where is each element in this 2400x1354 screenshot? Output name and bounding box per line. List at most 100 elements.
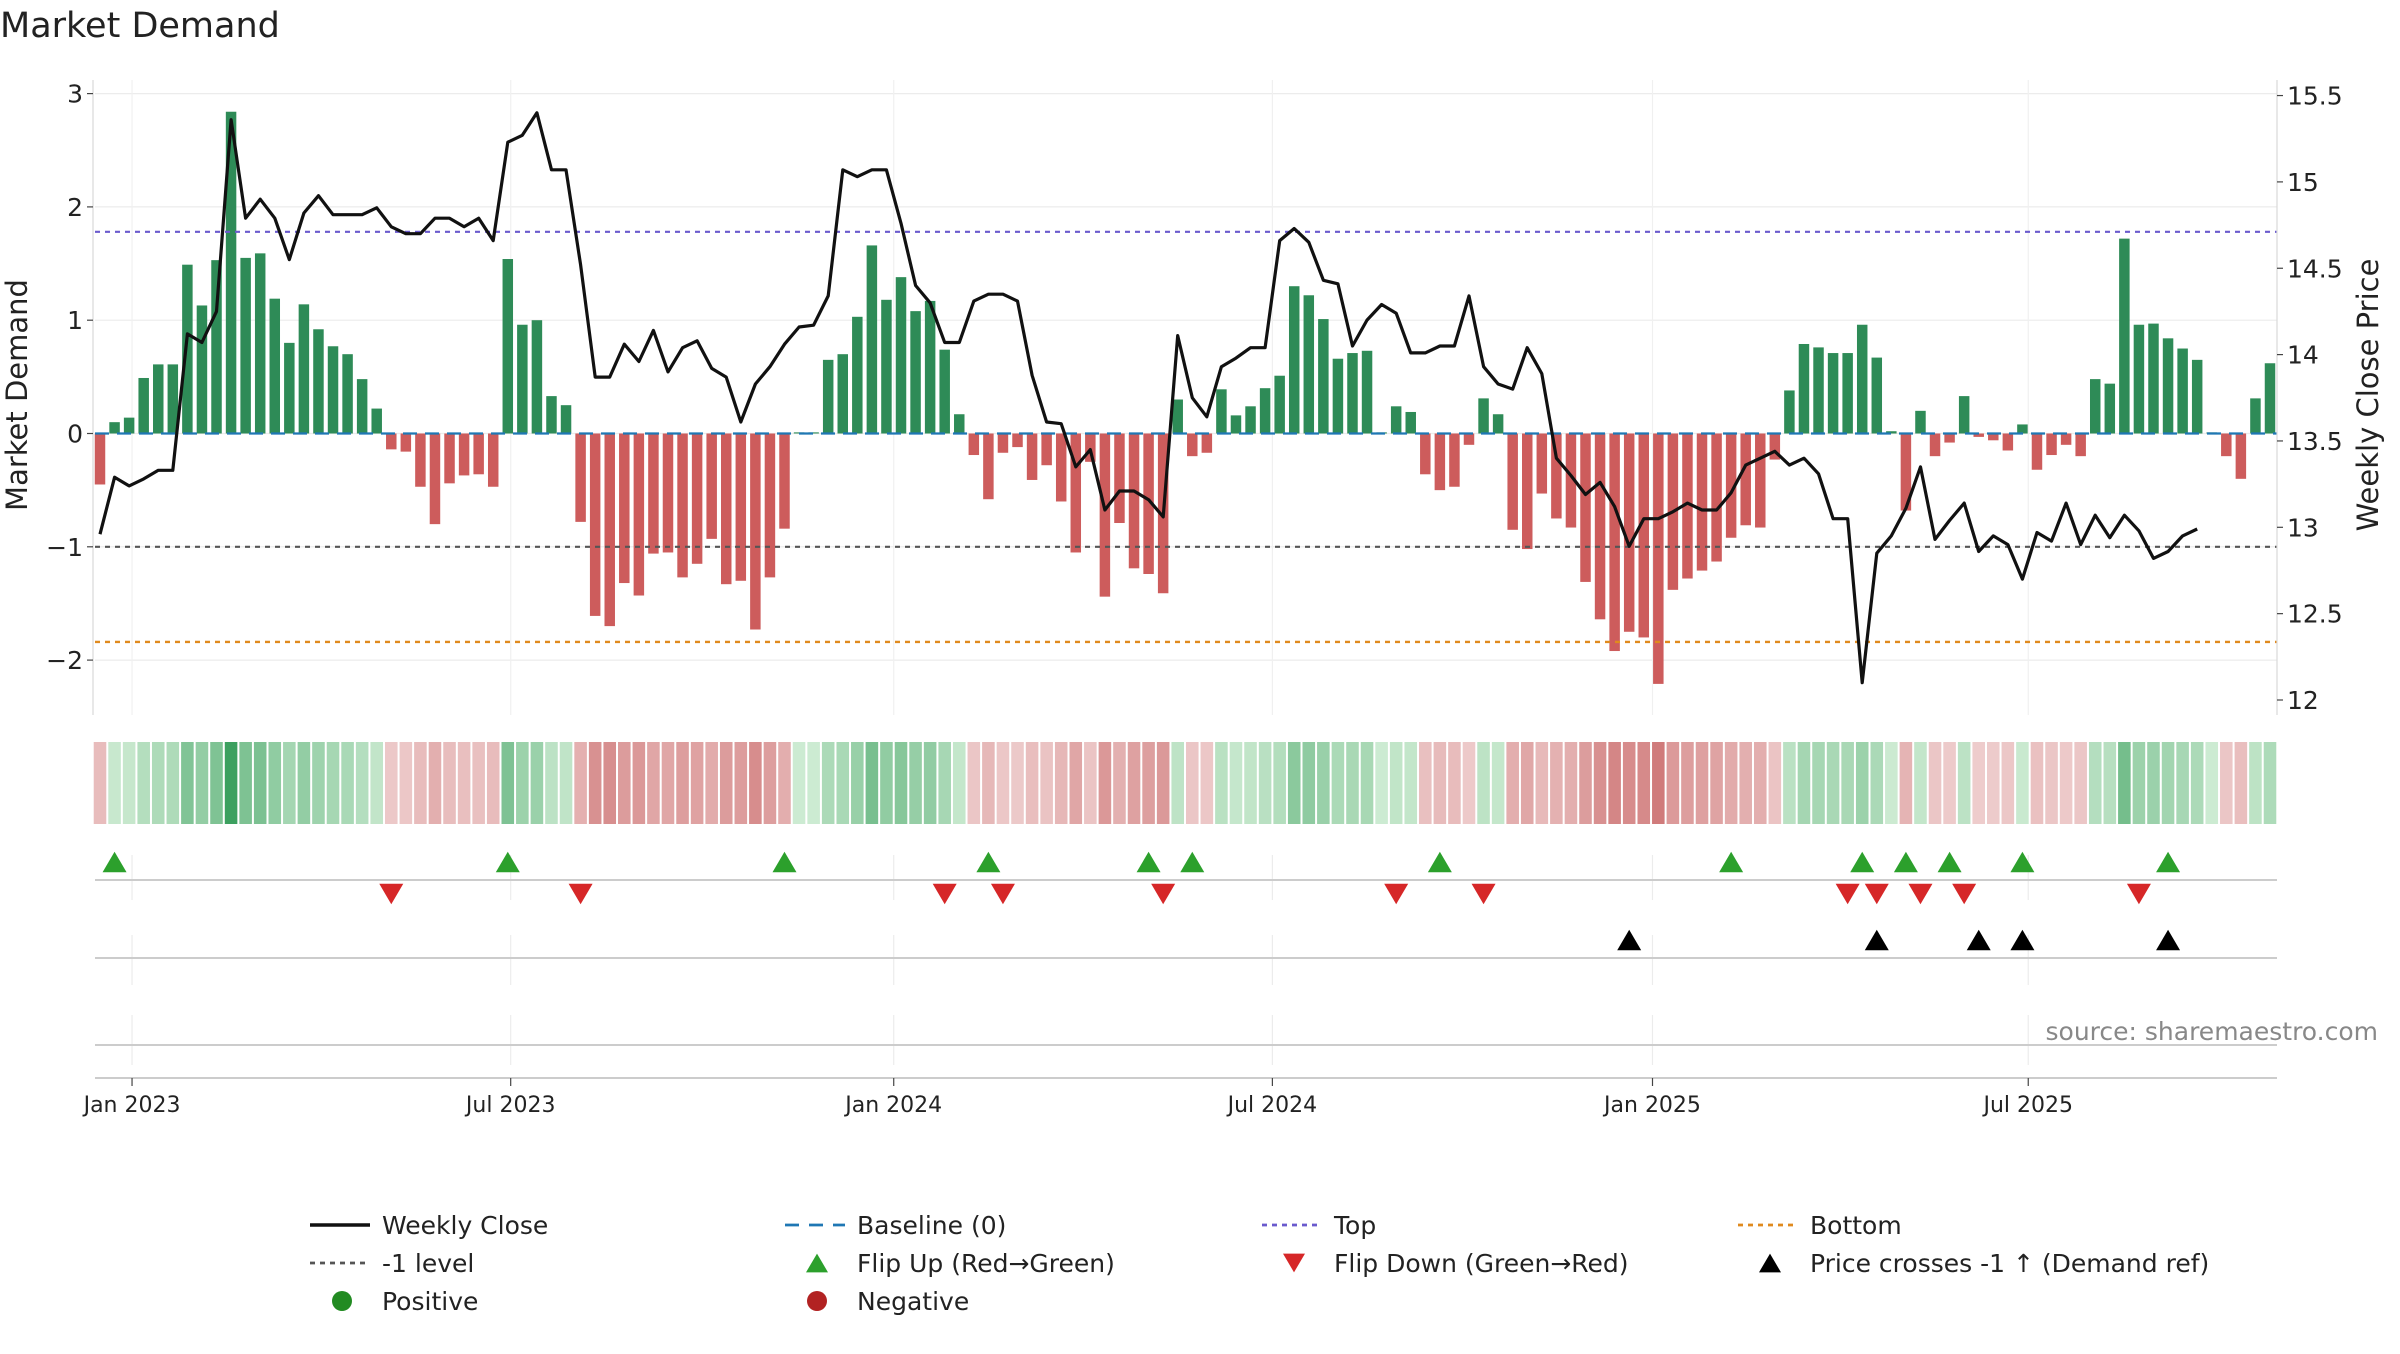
heat-cell [1171, 742, 1184, 824]
demand-bar-positive [1288, 286, 1300, 434]
demand-bar-negative [1099, 433, 1111, 597]
demand-bar-positive [254, 253, 266, 434]
legend-label: Negative [857, 1287, 969, 1316]
demand-bar-positive [269, 298, 281, 434]
demand-bar-negative [1522, 433, 1533, 550]
heat-cell [1215, 742, 1228, 824]
demand-bar-negative [677, 433, 688, 578]
demand-bar-negative [2060, 433, 2072, 445]
heat-cell [1622, 742, 1636, 824]
heat-cell [1957, 742, 1971, 824]
demand-bar-positive [1361, 350, 1373, 434]
demand-bar-negative [1420, 433, 1431, 475]
demand-bar-positive [517, 324, 528, 434]
demand-bar-negative [619, 433, 630, 584]
legend-swatch-triangle-down-icon [1283, 1253, 1305, 1273]
heat-cell [370, 742, 383, 824]
heat-cell [253, 742, 267, 824]
demand-bar-positive [954, 414, 965, 434]
heat-cell [1040, 742, 1053, 824]
demand-bar-positive [1274, 375, 1285, 434]
heat-cell [1433, 742, 1447, 824]
heat-cell [2016, 742, 2029, 824]
heat-cell [1885, 742, 1898, 824]
demand-bar-negative [1900, 433, 1912, 511]
heat-cell [1258, 742, 1272, 824]
demand-bar-negative [2002, 433, 2014, 451]
heat-cell [516, 742, 529, 824]
heat-cell [2030, 742, 2044, 824]
heat-cell [807, 742, 820, 824]
y-tick-label-right: 12 [2287, 686, 2319, 715]
heat-cell [1200, 742, 1214, 824]
demand-bar-negative [983, 433, 994, 500]
heat-cell [1113, 742, 1126, 824]
price-cross-marker [2156, 929, 2181, 951]
heat-cell [894, 742, 908, 824]
heat-cell [1069, 742, 1083, 824]
demand-bar-negative [764, 433, 776, 578]
demand-bar-negative [735, 433, 747, 581]
demand-bar-negative [1463, 433, 1475, 445]
demand-bar-negative [2031, 433, 2043, 470]
heat-cell [545, 742, 558, 824]
demand-bar-positive [342, 354, 353, 434]
heat-cell [1142, 742, 1155, 824]
y-tick-label-right: 13 [2287, 513, 2319, 542]
y-tick-label-left: −2 [46, 646, 83, 675]
heat-cell [1564, 742, 1578, 824]
demand-bar-negative [2046, 433, 2057, 456]
flip-up-marker [1136, 851, 1161, 873]
demand-bar-positive [2089, 379, 2101, 434]
demand-bar-positive [2162, 338, 2174, 434]
y-tick-label-right: 13.5 [2287, 427, 2343, 456]
flip-down-marker [1835, 883, 1860, 905]
demand-bar-positive [167, 364, 179, 434]
heat-cell [2074, 742, 2087, 824]
legend-label: -1 level [382, 1249, 474, 1278]
price-cross-marker [1966, 929, 1991, 951]
heat-cell [312, 742, 325, 824]
price-cross-marker [2010, 929, 2035, 951]
demand-bar-positive [1172, 399, 1183, 434]
heat-cell [1870, 742, 1884, 824]
demand-bar-negative [750, 433, 761, 630]
demand-bar-positive [808, 432, 819, 434]
demand-bar-positive [1813, 347, 1824, 434]
demand-bar-negative [1580, 433, 1591, 582]
flip-up-marker [1719, 851, 1744, 873]
y-tick-label-left: 3 [67, 80, 83, 109]
heat-cell [749, 742, 762, 824]
heat-cell [705, 742, 718, 824]
heat-cell [1593, 742, 1607, 824]
demand-bar-negative [1070, 433, 1082, 553]
flip-down-marker [1952, 883, 1977, 905]
heat-cell [1229, 742, 1243, 824]
demand-bar-positive [881, 299, 892, 434]
heat-cell [647, 742, 660, 824]
heat-cell [1914, 742, 1927, 824]
heat-cell [1972, 742, 1986, 824]
heat-cell [778, 742, 791, 824]
heat-cell [1477, 742, 1490, 824]
heat-cell [792, 742, 806, 824]
heat-cell [1244, 742, 1257, 824]
flip-down-marker [1908, 883, 1933, 905]
flip-up-marker [2010, 851, 2035, 873]
legend-label: Price crosses -1 ↑ (Demand ref) [1810, 1249, 2209, 1278]
flip-down-marker [568, 883, 593, 905]
demand-bar-negative [720, 433, 732, 585]
heat-cell [1812, 742, 1825, 824]
demand-bar-negative [473, 433, 484, 475]
heat-cell [1783, 742, 1796, 824]
demand-bar-negative [1536, 433, 1548, 494]
demand-bar-negative [648, 433, 659, 554]
heat-cell [851, 742, 864, 824]
heat-cell [2263, 742, 2277, 824]
heat-cell [1535, 742, 1549, 824]
heat-cell [1186, 742, 1199, 824]
demand-bar-negative [1026, 433, 1038, 480]
heat-cell [2118, 742, 2131, 824]
demand-bar-negative [1128, 433, 1140, 569]
